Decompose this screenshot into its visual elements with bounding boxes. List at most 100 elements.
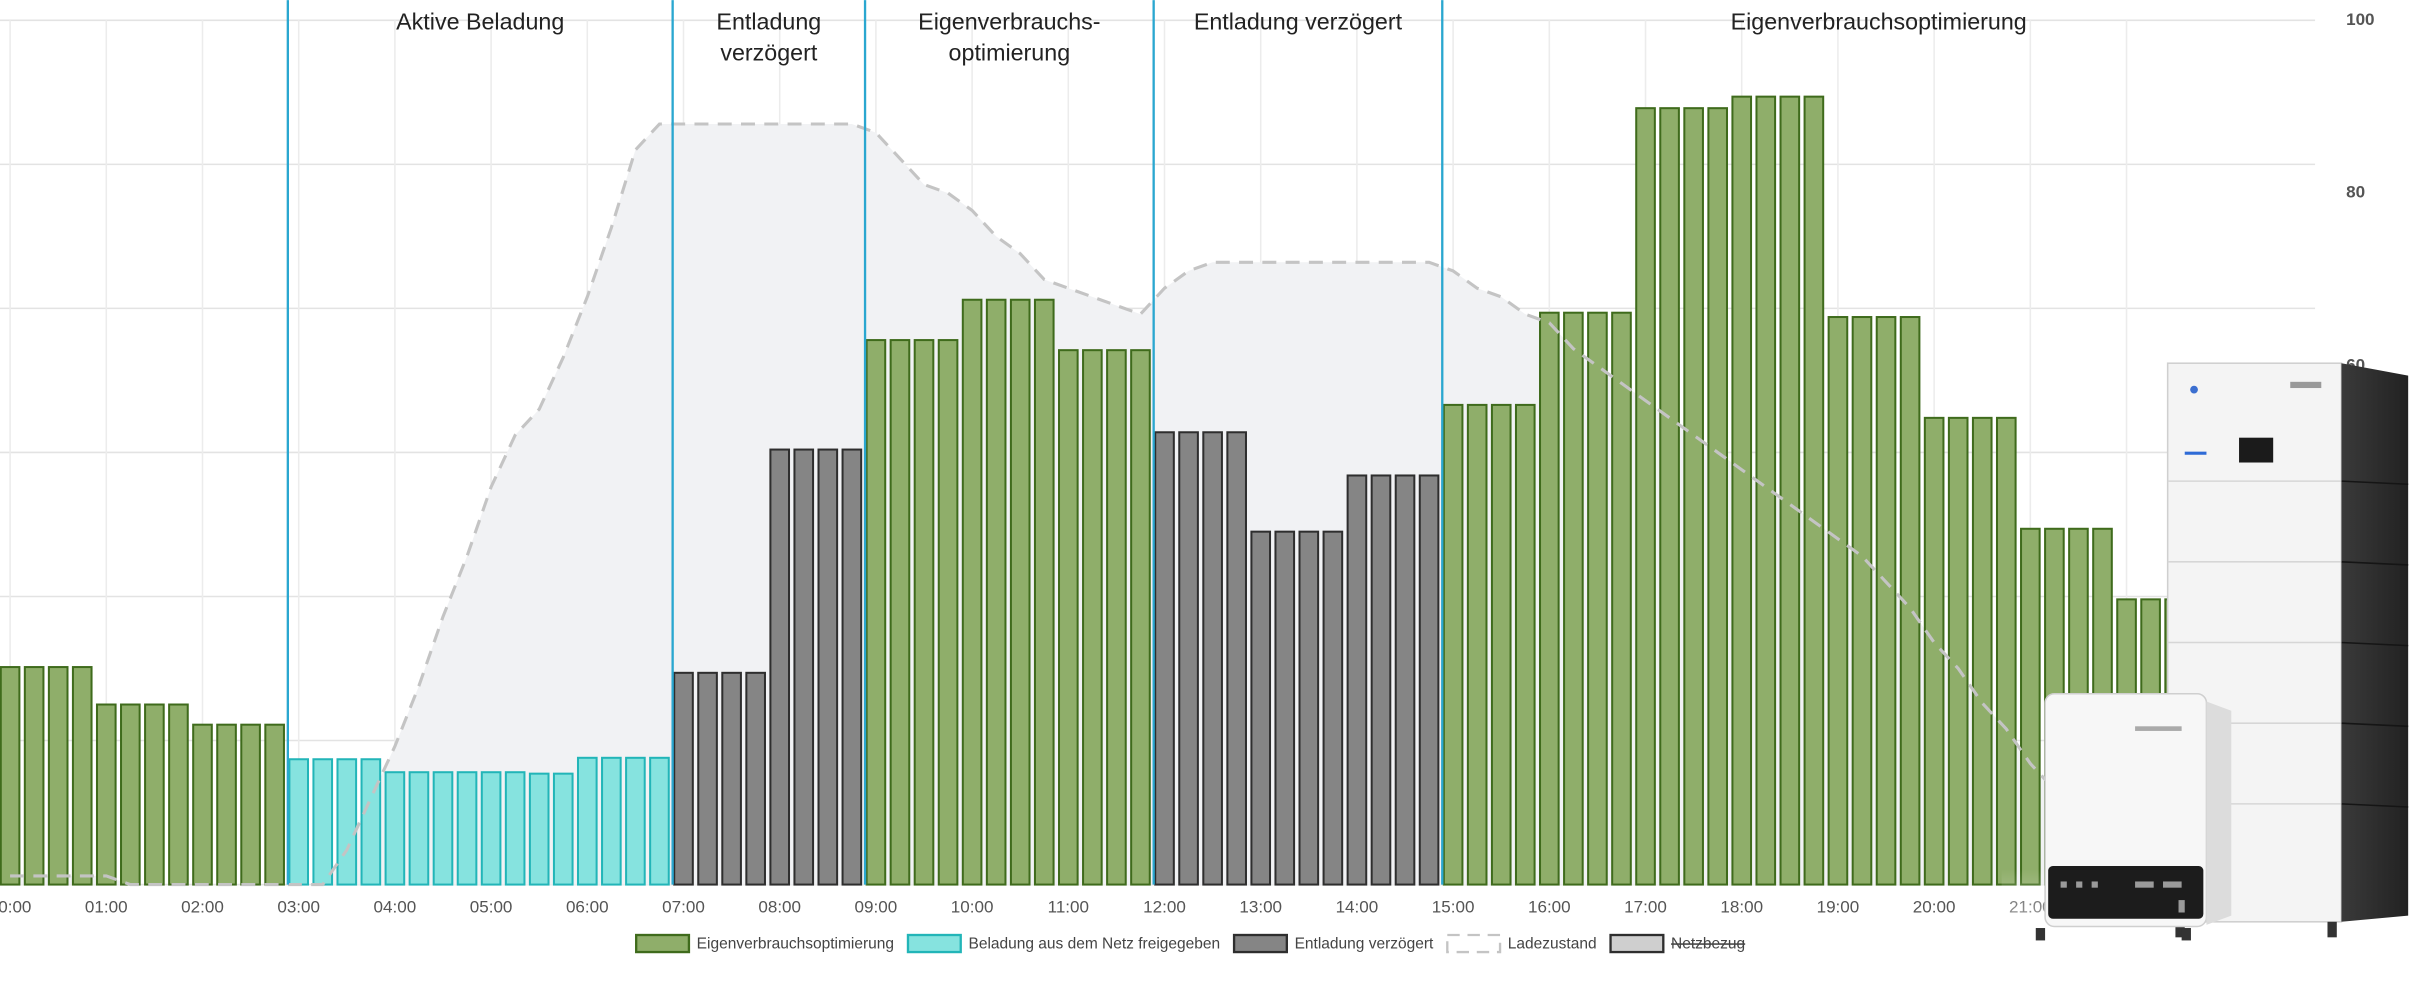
bar — [432, 771, 454, 886]
bar — [1106, 349, 1127, 886]
bar — [1009, 298, 1031, 886]
bar — [697, 671, 718, 886]
bar — [601, 756, 622, 886]
bar — [1130, 349, 1151, 886]
bar — [1875, 316, 1897, 886]
phase-label: Eigenverbrauchs- — [918, 9, 1100, 35]
x-tick-label: 00:00 — [0, 897, 31, 916]
legend-label: Beladung aus dem Netz freigegeben — [968, 935, 1220, 952]
bar — [47, 666, 69, 886]
bar — [1370, 474, 1392, 886]
bar — [168, 703, 189, 886]
bar — [0, 666, 21, 886]
bar — [1995, 416, 2017, 886]
bar — [1947, 416, 1969, 886]
x-tick-label: 07:00 — [662, 897, 705, 916]
bar — [312, 758, 334, 886]
x-tick-label: 17:00 — [1624, 897, 1667, 916]
bar — [1057, 349, 1079, 886]
legend-label: Ladezustand — [1508, 935, 1597, 952]
bar — [1587, 311, 1608, 886]
bar — [1635, 107, 1656, 886]
bar — [1779, 95, 1801, 886]
bar — [817, 448, 839, 886]
phase-label: optimierung — [949, 40, 1071, 66]
bar — [1394, 474, 1416, 886]
legend-swatch — [635, 933, 691, 954]
bar — [1490, 403, 1512, 886]
bar — [1322, 530, 1344, 886]
bar — [528, 772, 550, 886]
y2-tick-label: 100 — [2346, 10, 2374, 29]
y2-tick-label: 80 — [2346, 183, 2365, 202]
legend-swatch — [1609, 933, 1665, 954]
bar — [71, 666, 93, 886]
bar — [1274, 530, 1296, 886]
x-tick-label: 10:00 — [951, 897, 994, 916]
bar — [769, 448, 791, 886]
bar — [1202, 431, 1223, 886]
bar — [1539, 311, 1560, 886]
bar — [913, 339, 935, 886]
bar — [649, 756, 670, 886]
product-image — [2001, 362, 2433, 984]
bar — [1563, 311, 1584, 886]
bar — [2020, 527, 2041, 886]
x-tick-label: 11:00 — [1048, 897, 1089, 916]
legend-label: Netzbezug — [1671, 935, 1745, 952]
x-tick-label: 04:00 — [374, 897, 417, 916]
bar — [1154, 431, 1175, 886]
bar — [408, 771, 430, 886]
bar — [985, 298, 1007, 886]
bar — [1971, 416, 1993, 886]
bar — [95, 703, 117, 886]
bar — [360, 758, 382, 886]
bar — [1731, 95, 1753, 886]
phase-label: Entladung — [716, 9, 821, 35]
bar — [1755, 95, 1777, 886]
phase-label: verzögert — [720, 40, 818, 66]
legend-label: Eigenverbrauchsoptimierung — [697, 935, 894, 952]
bar — [1851, 316, 1873, 886]
bar — [1827, 316, 1849, 886]
x-tick-label: 19:00 — [1817, 897, 1860, 916]
x-tick-label: 05:00 — [470, 897, 513, 916]
bar — [937, 339, 959, 886]
bar — [192, 723, 213, 886]
bar — [841, 448, 863, 886]
bar — [625, 756, 646, 886]
bar — [120, 703, 141, 886]
bar — [456, 771, 478, 886]
bar — [1226, 431, 1247, 886]
x-tick-label: 03:00 — [277, 897, 320, 916]
bar — [1707, 107, 1729, 886]
x-tick-label: 02:00 — [181, 897, 224, 916]
bar — [1033, 298, 1055, 886]
legend-swatch — [1446, 933, 1502, 954]
bar — [1298, 530, 1320, 886]
plot-area: 00:00 01:00 02:00 03:00 04:00 05:00 06:00 07:00… — [0, 0, 2375, 916]
bar — [1082, 349, 1103, 886]
bar — [216, 723, 237, 886]
bar — [1178, 431, 1199, 886]
bar — [1659, 107, 1680, 886]
phase-label: Aktive Beladung — [396, 9, 564, 35]
phase-label: Eigenverbrauchsoptimierung — [1731, 9, 2027, 35]
x-tick-label: 09:00 — [855, 897, 898, 916]
bar — [1418, 474, 1440, 886]
x-tick-label: 15:00 — [1432, 897, 1475, 916]
bar — [552, 772, 574, 886]
x-tick-label: 13:00 — [1239, 897, 1282, 916]
bar — [1250, 530, 1272, 886]
bar — [264, 723, 285, 886]
bar — [889, 339, 911, 886]
bar — [1611, 311, 1632, 886]
bar — [961, 298, 983, 886]
bar — [1899, 316, 1921, 886]
x-tick-label: 12:00 — [1143, 897, 1186, 916]
x-tick-label: 01:00 — [85, 897, 128, 916]
bar — [1683, 107, 1704, 886]
bar — [144, 703, 165, 886]
legend: Eigenverbrauchsoptimierung Beladung aus d… — [635, 933, 1745, 954]
